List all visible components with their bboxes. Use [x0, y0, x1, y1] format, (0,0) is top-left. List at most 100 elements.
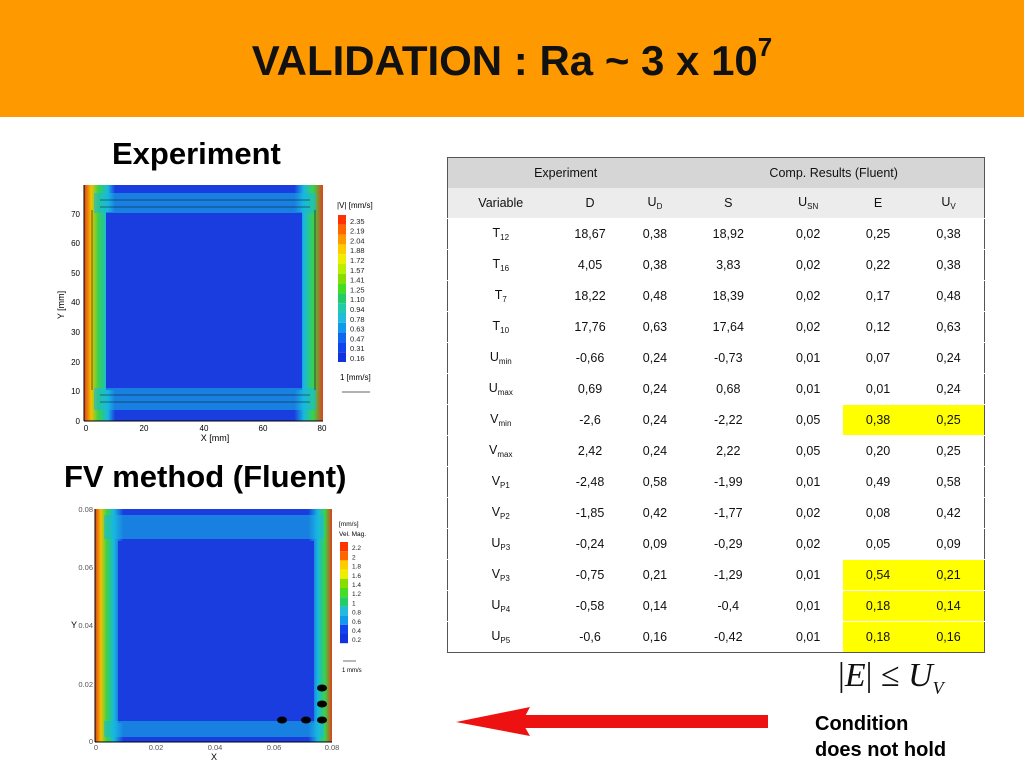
cell-ud: 0,48: [642, 289, 668, 303]
cell-s: -2,22: [714, 413, 743, 427]
y-tick: 40: [71, 298, 80, 307]
cell-e: 0,20: [865, 444, 891, 458]
legend-value: 1.8: [352, 564, 361, 571]
legend-swatch: [340, 588, 348, 598]
col-header-e: E: [843, 188, 914, 219]
cell-uv: 0,25: [913, 404, 985, 436]
cell-s: 18,92: [712, 227, 744, 241]
cell-ud: 0,58: [642, 475, 668, 489]
legend-value: 1.2: [352, 591, 361, 598]
cell-variable: T10: [492, 319, 510, 335]
legend-value: 2.19: [350, 227, 365, 236]
cell-d: 17,76: [574, 320, 606, 334]
x-axis-label: X: [211, 752, 217, 762]
x-tick: 0: [94, 743, 98, 752]
cell-usn: 0,01: [795, 382, 821, 396]
probe-markers: [277, 684, 327, 724]
y-tick: 50: [71, 269, 80, 278]
y-tick: 60: [71, 239, 80, 248]
x-tick: 80: [318, 424, 327, 433]
cell-ud: 0,38: [642, 258, 668, 272]
cell-e: 0,38: [843, 404, 914, 436]
cell-variable: Umin: [489, 350, 512, 366]
reference-vector-label: 1 [mm/s]: [340, 373, 371, 382]
probe-marker: [301, 716, 311, 724]
cell-e: 0,12: [865, 320, 891, 334]
cell-s: 17,64: [712, 320, 744, 334]
cell-e: 0,54: [843, 559, 914, 591]
cell-e: 0,17: [865, 289, 891, 303]
legend-swatch: [340, 551, 348, 561]
legend-swatch: [338, 215, 346, 225]
table-row: VP2 -1,85 0,42 -1,77 0,02 0,08 0,42: [447, 497, 985, 529]
legend-value: 2.04: [350, 236, 365, 245]
probe-marker: [317, 684, 327, 692]
x-tick: 0.04: [208, 743, 223, 752]
probe-marker: [277, 716, 287, 724]
x-tick: 40: [200, 424, 209, 433]
legend-swatch: [338, 244, 346, 255]
legend-value: 0.16: [350, 354, 365, 363]
cell-s: -1,77: [714, 506, 743, 520]
legend-swatch: [340, 624, 348, 634]
cell-variable: UP3: [491, 536, 511, 552]
cell-d: 4,05: [577, 258, 603, 272]
cell-ud: 0,16: [642, 630, 668, 644]
cell-usn: 0,02: [795, 289, 821, 303]
y-tick: 0: [89, 737, 93, 746]
cell-d: -0,66: [575, 351, 605, 365]
col-header-ud: UD: [626, 188, 684, 219]
legend-value: 1.6: [352, 573, 361, 580]
legend-value: 0.78: [350, 315, 365, 324]
cell-d: -0,58: [575, 599, 605, 613]
cell-usn: 0,01: [795, 351, 821, 365]
validation-results-table: Experiment Comp. Results (Fluent) Variab…: [447, 157, 985, 653]
condition-line-2: does not hold: [815, 739, 947, 761]
y-tick: 0.06: [78, 563, 93, 572]
slide-title: VALIDATION : Ra ~ 3 x 107: [0, 32, 1024, 85]
legend-swatch: [340, 634, 348, 644]
legend-swatch: [338, 293, 346, 304]
cell-usn: 0,01: [795, 475, 821, 489]
cell-e: 0,01: [865, 382, 891, 396]
table-row: Umin -0,66 0,24 -0,73 0,01 0,07 0,24: [447, 342, 985, 374]
legend-value: 0.4: [352, 628, 361, 635]
cell-ud: 0,14: [642, 599, 668, 613]
legend-value: 0.6: [352, 619, 361, 626]
core-region: [106, 212, 302, 390]
table-row: Vmin -2,6 0,24 -2,22 0,05 0,38 0,25: [447, 404, 985, 436]
legend-value: 0.94: [350, 305, 365, 314]
cell-variable: Vmin: [490, 412, 512, 428]
formula-u: U: [908, 657, 933, 694]
cell-variable: VP2: [491, 505, 510, 521]
col-header-usn: USN: [773, 188, 844, 219]
experiment-velocity-plot: 70 60 50 40 30 20 10 0 0 20 40 60 80 X […: [56, 185, 373, 443]
formula-sub: V: [932, 677, 944, 698]
cell-e: 0,08: [865, 506, 891, 520]
legend-value: 0.63: [350, 325, 365, 334]
cell-uv: 0,38: [936, 227, 961, 241]
cell-s: -1,29: [714, 568, 743, 582]
title-text: VALIDATION : Ra ~ 3 x 10: [251, 37, 758, 84]
cell-usn: 0,02: [795, 320, 821, 334]
cell-uv: 0,09: [936, 537, 961, 551]
cell-uv: 0,48: [936, 289, 961, 303]
cell-usn: 0,02: [795, 506, 821, 520]
cell-d: -2,48: [575, 475, 605, 489]
cell-d: 18,22: [574, 289, 606, 303]
y-tick: 10: [71, 387, 80, 396]
legend-swatch: [338, 234, 346, 245]
legend-swatch: [338, 224, 346, 235]
legend-value: 2.35: [350, 217, 365, 226]
table-body: T12 18,67 0,38 18,92 0,02 0,25 0,38 T16 4,05 0,38…: [447, 218, 985, 653]
cell-uv: 0,38: [936, 258, 961, 272]
legend-value: 2.2: [352, 545, 361, 552]
cell-s: -0,42: [714, 630, 743, 644]
cell-s: -0,4: [717, 599, 740, 613]
col-header-variable: Variable: [447, 188, 554, 219]
cell-uv: 0,58: [936, 475, 961, 489]
legend-value: 1.88: [350, 246, 365, 255]
cell-s: -0,29: [714, 537, 743, 551]
table-row: T16 4,05 0,38 3,83 0,02 0,22 0,38: [447, 249, 985, 281]
x-tick: 0.06: [267, 743, 282, 752]
